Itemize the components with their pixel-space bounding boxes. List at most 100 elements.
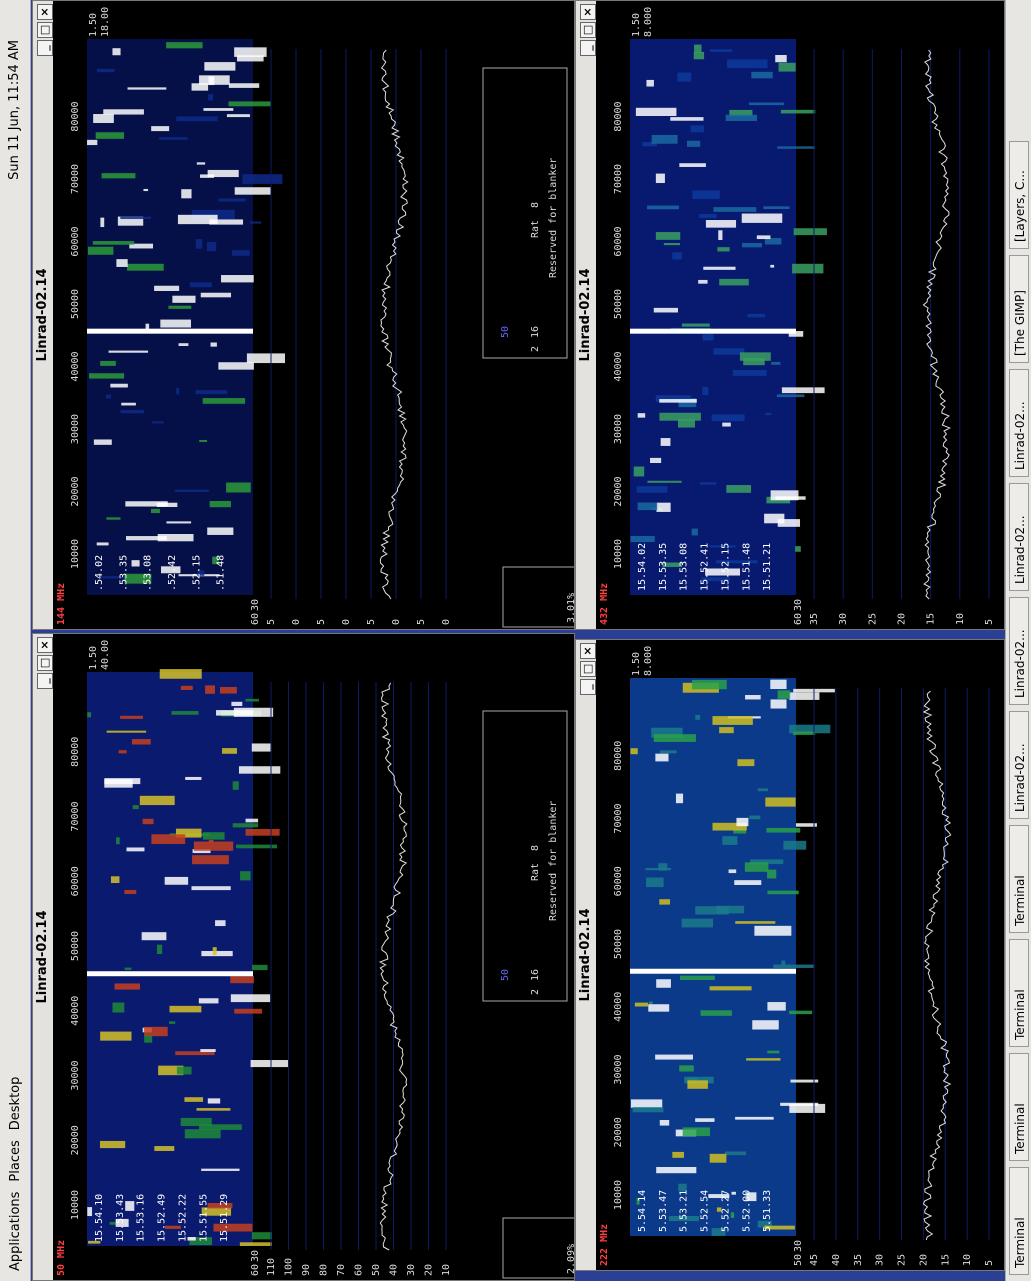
level-label: 45 [809, 1254, 820, 1266]
frequency-label: 70000 [70, 801, 81, 831]
waterfall-signal [631, 536, 655, 542]
percent-label: 3.01% [566, 593, 575, 623]
waterfall-signal [670, 117, 703, 121]
window-button[interactable]: □ [580, 661, 596, 677]
waterfall-signal [716, 906, 744, 914]
time-label: 15.52.15 [720, 543, 731, 591]
waterfall-signal [87, 140, 97, 145]
task-button[interactable]: Terminal [1009, 825, 1029, 933]
waterfall-signal [692, 680, 727, 689]
blanker-gain: 50 [500, 326, 511, 338]
window-button[interactable]: □ [37, 22, 53, 38]
waterfall-signal [201, 951, 232, 956]
frequency-label: 50000 [70, 289, 81, 319]
waterfall-signal [767, 1002, 785, 1011]
waterfall-signal [737, 759, 754, 766]
waterfall-signal [239, 766, 280, 773]
corner-label: 60 [250, 1264, 261, 1276]
waterfall-signal [215, 920, 225, 926]
waterfall-signal [726, 115, 757, 121]
window-button[interactable]: _ [37, 673, 53, 689]
waterfall-signal [232, 250, 250, 256]
level-label: 10 [962, 1254, 973, 1266]
blanker-gain: 50 [500, 969, 511, 981]
window-button[interactable]: □ [580, 22, 596, 38]
waterfall-signal [634, 467, 644, 477]
waterfall-signal [207, 527, 233, 534]
window-button[interactable]: _ [580, 679, 596, 695]
waterfall-signal [747, 314, 765, 317]
time-label: .52.15 [191, 555, 202, 591]
level-label: 40 [389, 1264, 400, 1276]
waterfall-signal [111, 876, 120, 883]
waterfall-signal [727, 59, 767, 68]
waterfall-signal [781, 960, 785, 965]
waterfall-signal [779, 63, 796, 72]
waterfall-signal [208, 94, 213, 100]
time-label: 15.52.49 [157, 1194, 168, 1242]
waterfall-signal [680, 976, 715, 980]
task-button[interactable]: Linrad-02... [1009, 369, 1029, 477]
waterfall-signal [227, 114, 250, 117]
task-button[interactable]: [The GIMP] [1009, 255, 1029, 363]
window-button[interactable]: _ [37, 40, 53, 56]
window-button[interactable]: × [580, 4, 596, 20]
corner-label: 40.00 [100, 640, 111, 670]
waterfall-signal [718, 230, 722, 240]
waterfall-signal [211, 343, 217, 347]
task-button[interactable]: Linrad-02... [1009, 483, 1029, 591]
level-label: 20 [918, 1254, 929, 1266]
waterfall-signal [230, 976, 254, 983]
band-label: 222 MHz [599, 1224, 610, 1266]
waterfall-signal [781, 110, 815, 114]
waterfall-signal [765, 413, 771, 415]
window-button[interactable]: × [37, 4, 53, 20]
waterfall-signal [695, 1118, 714, 1122]
corner-label: 1.50 [631, 652, 642, 676]
waterfall-signal [140, 796, 175, 805]
frequency-label: 20000 [613, 476, 624, 506]
waterfall-signal [93, 114, 114, 123]
waterfall-signal [710, 986, 752, 990]
corner-label: 30 [250, 599, 261, 611]
waterfall-signal [638, 503, 658, 511]
window-button[interactable]: × [37, 637, 53, 653]
task-button[interactable]: Linrad-02... [1009, 597, 1029, 705]
frequency-label: 30000 [70, 1060, 81, 1090]
frequency-label: 70000 [613, 164, 624, 194]
task-button[interactable]: Linrad-02... [1009, 711, 1029, 819]
task-button[interactable]: Terminal [1009, 939, 1029, 1047]
frequency-label: 80000 [70, 737, 81, 767]
waterfall-signal [94, 439, 112, 444]
waterfall-signal [109, 351, 149, 353]
waterfall-signal [203, 108, 233, 111]
waterfall-signal [751, 72, 772, 78]
waterfall-signal [210, 501, 231, 507]
top-panel: Applications Places Desktop [0, 0, 31, 1281]
menu-item[interactable]: Desktop [8, 1077, 23, 1131]
window-button[interactable]: _ [580, 40, 596, 56]
task-button[interactable]: Terminal [1009, 1167, 1029, 1275]
waterfall-signal [782, 387, 825, 393]
menu-item[interactable]: Applications [8, 1192, 23, 1271]
frequency-label: 50000 [70, 931, 81, 961]
waterfall-signal [218, 362, 254, 369]
linrad-window: Linrad-02.14_□×222 MHz100002000030000400… [575, 639, 1005, 1271]
window-button[interactable]: □ [37, 655, 53, 671]
waterfall-signal [656, 1167, 696, 1173]
menu-item[interactable]: Places [8, 1140, 23, 1181]
waterfall-signal [734, 880, 761, 885]
waterfall-signal [204, 62, 235, 71]
waterfall-signal [719, 279, 749, 286]
waterfall-signal [165, 877, 188, 885]
task-button[interactable]: [Layers, C... [1009, 141, 1029, 249]
band-label: 432 MHz [599, 583, 610, 625]
waterfall-signal [775, 55, 786, 62]
waterfall-signal [719, 727, 734, 733]
level-label: 10 [955, 613, 966, 625]
task-button[interactable]: Terminal [1009, 1053, 1029, 1161]
window-button[interactable]: × [580, 643, 596, 659]
waterfall-signal [722, 423, 731, 427]
title-bar: Linrad-02.14_□× [576, 640, 596, 1270]
time-label: 15.52.22 [177, 1194, 188, 1242]
